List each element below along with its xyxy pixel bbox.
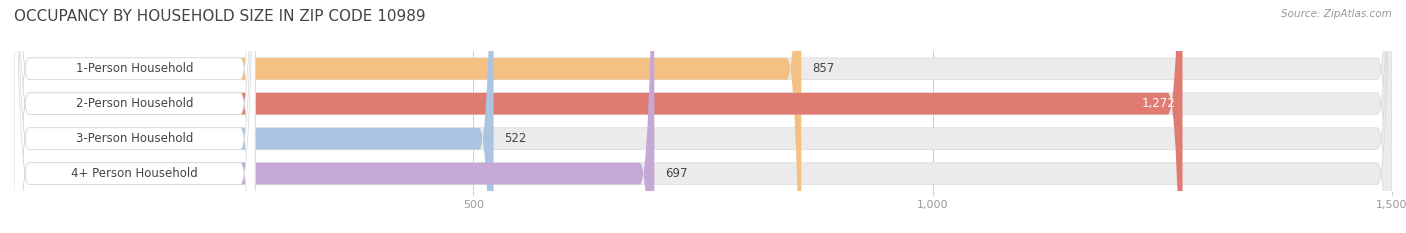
- FancyBboxPatch shape: [14, 0, 1392, 233]
- FancyBboxPatch shape: [14, 0, 654, 233]
- FancyBboxPatch shape: [14, 0, 256, 233]
- Text: 2-Person Household: 2-Person Household: [76, 97, 194, 110]
- FancyBboxPatch shape: [14, 0, 801, 233]
- Text: 857: 857: [813, 62, 835, 75]
- Text: 4+ Person Household: 4+ Person Household: [72, 167, 198, 180]
- FancyBboxPatch shape: [14, 0, 256, 233]
- FancyBboxPatch shape: [14, 0, 1392, 233]
- Text: 1-Person Household: 1-Person Household: [76, 62, 194, 75]
- Text: 522: 522: [505, 132, 527, 145]
- FancyBboxPatch shape: [14, 0, 256, 233]
- FancyBboxPatch shape: [14, 0, 1182, 233]
- FancyBboxPatch shape: [14, 0, 1392, 233]
- Text: 3-Person Household: 3-Person Household: [76, 132, 193, 145]
- Text: OCCUPANCY BY HOUSEHOLD SIZE IN ZIP CODE 10989: OCCUPANCY BY HOUSEHOLD SIZE IN ZIP CODE …: [14, 9, 426, 24]
- Text: 1,272: 1,272: [1142, 97, 1175, 110]
- Text: Source: ZipAtlas.com: Source: ZipAtlas.com: [1281, 9, 1392, 19]
- FancyBboxPatch shape: [14, 0, 1392, 233]
- FancyBboxPatch shape: [14, 0, 494, 233]
- Text: 697: 697: [665, 167, 688, 180]
- FancyBboxPatch shape: [14, 0, 256, 233]
